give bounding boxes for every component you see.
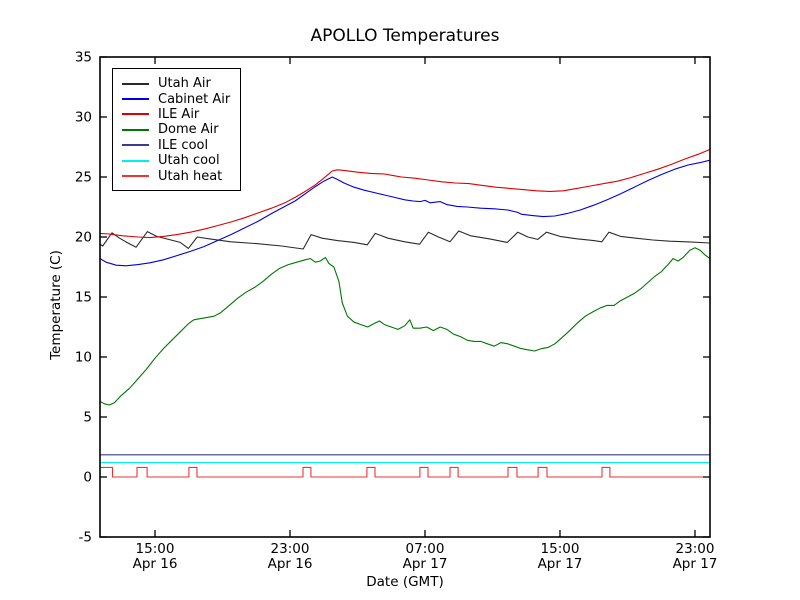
legend-item-ile-air: ILE Air <box>122 107 230 122</box>
series-line-cabinet-air <box>99 159 711 267</box>
legend-label: Utah heat <box>158 168 223 184</box>
x-tick-label-time: 15:00 <box>136 541 175 557</box>
legend-label: Utah cool <box>158 153 220 169</box>
legend-label: ILE Air <box>158 106 200 122</box>
chart-title: APOLLO Temperatures <box>310 26 500 46</box>
legend-line-swatch <box>122 144 149 147</box>
legend-item-utah-heat: Utah heat <box>122 168 230 184</box>
y-tick-label: 30 <box>75 110 92 126</box>
x-tick-label-time: 23:00 <box>676 541 715 557</box>
legend-label: Utah Air <box>158 76 211 92</box>
legend-item-cabinet-air: Cabinet Air <box>122 91 231 107</box>
x-tick-label-time: 15:00 <box>541 541 580 557</box>
legend-label: ILE cool <box>158 137 209 153</box>
y-tick-label: -5 <box>79 530 92 546</box>
y-tick-label: 35 <box>75 50 92 66</box>
x-tick-label-time: 23:00 <box>271 541 310 557</box>
legend-line-swatch <box>122 98 149 101</box>
x-tick-label-date: Apr 16 <box>133 556 178 572</box>
legend-line-swatch <box>122 175 149 178</box>
y-tick-label: 15 <box>75 290 92 306</box>
legend-line-swatch <box>122 128 149 131</box>
y-tick-label: 10 <box>75 350 92 366</box>
y-tick-label: 20 <box>75 230 92 246</box>
y-tick-label: 5 <box>83 410 92 426</box>
y-tick-label: 0 <box>83 470 92 486</box>
legend-item-utah-air: Utah Air <box>122 76 230 91</box>
x-axis-label: Date (GMT) <box>366 574 444 590</box>
legend-item-utah-cool: Utah cool <box>122 153 230 168</box>
series-line-ile-air <box>99 148 711 239</box>
x-tick-label-date: Apr 17 <box>538 556 583 572</box>
x-tick-label-date: Apr 17 <box>403 556 448 572</box>
series-line-dome-air <box>99 247 711 406</box>
y-tick-label: 25 <box>75 170 92 186</box>
x-tick-label-date: Apr 17 <box>673 556 718 572</box>
series-line-utah-air <box>99 230 711 250</box>
legend-label: Dome Air <box>158 122 219 138</box>
legend-line-swatch <box>122 82 149 85</box>
series-line-utah-heat <box>100 466 710 478</box>
legend: Utah Air Cabinet Air ILE Air Dome Air ILE co… <box>112 68 242 191</box>
legend-item-ile-cool: ILE cool <box>122 138 230 153</box>
legend-line-swatch <box>122 113 149 116</box>
legend-line-swatch <box>122 159 149 162</box>
x-tick-label-date: Apr 16 <box>268 556 313 572</box>
x-tick-label-time: 07:00 <box>406 541 445 557</box>
y-axis-label: Temperature (C) <box>48 250 64 360</box>
legend-label: Cabinet Air <box>158 91 231 107</box>
legend-item-dome-air: Dome Air <box>122 122 230 137</box>
